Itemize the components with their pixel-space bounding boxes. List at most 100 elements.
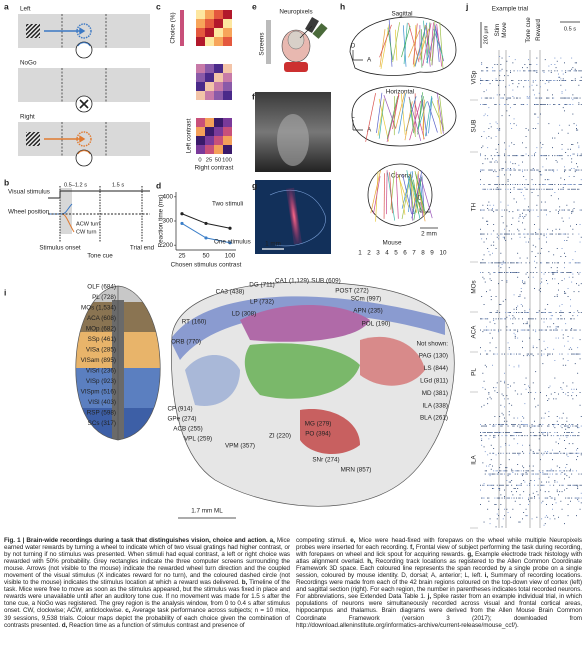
spike: [506, 395, 508, 397]
spike: [537, 404, 539, 406]
spike: [529, 465, 531, 467]
spike: [500, 233, 502, 235]
spike: [538, 438, 540, 440]
spike: [572, 80, 574, 81]
spike: [505, 443, 507, 445]
spike: [532, 89, 534, 91]
label: 0.5–1.2 s: [64, 182, 87, 188]
spike: [512, 318, 514, 320]
spike: [483, 91, 485, 93]
probe-track: [413, 176, 422, 221]
region-label: ZI (220): [269, 433, 291, 440]
spike: [499, 416, 501, 417]
spike: [513, 97, 515, 99]
spike: [580, 169, 582, 171]
mouse-id: 6: [403, 250, 407, 257]
spike: [522, 318, 523, 320]
spike: [537, 425, 539, 427]
spike: [480, 353, 481, 355]
spike: [568, 312, 570, 313]
spike: [558, 452, 559, 454]
spike: [529, 262, 531, 264]
spike: [549, 184, 551, 185]
spike: [567, 456, 569, 457]
spike: [514, 155, 516, 157]
spike: [526, 470, 528, 472]
spike: [494, 432, 496, 433]
spike: [552, 504, 553, 505]
spike: [547, 104, 549, 105]
caption-label: c,: [125, 607, 131, 615]
spike: [570, 347, 571, 349]
spike: [520, 104, 522, 105]
spike: [499, 75, 501, 77]
heatmap-cell: [214, 73, 223, 82]
heatmap-cell: [196, 19, 205, 28]
spike: [538, 449, 540, 451]
spike: [520, 312, 522, 313]
spike: [567, 184, 569, 185]
spike: [496, 392, 498, 393]
spike: [560, 256, 562, 257]
spike: [486, 67, 487, 69]
spike: [540, 424, 541, 425]
spike: [559, 417, 561, 419]
spike: [556, 80, 558, 81]
spike: [535, 80, 537, 81]
spike: [554, 432, 556, 433]
spike: [558, 326, 559, 328]
spike: [487, 188, 489, 190]
spike: [537, 195, 539, 197]
probe-track: [379, 24, 392, 58]
spike: [541, 350, 543, 352]
spike: [543, 104, 545, 105]
spike: [510, 385, 511, 387]
spike: [505, 86, 507, 88]
wheel-arrows: [77, 42, 91, 155]
spike: [529, 86, 531, 88]
spike: [561, 144, 563, 145]
spike: [513, 233, 515, 235]
spike: [498, 435, 499, 437]
spike: [571, 158, 573, 160]
spike: [561, 272, 563, 273]
spike: [544, 451, 546, 453]
probe-track: [390, 170, 395, 210]
spike: [496, 184, 498, 185]
spike: [540, 288, 541, 289]
spike: [564, 262, 565, 264]
spike: [492, 262, 493, 264]
region-label: CA3 (438): [216, 289, 245, 296]
spike: [562, 424, 564, 425]
spike: [544, 523, 546, 525]
spike: [525, 473, 527, 475]
spike: [558, 233, 559, 235]
probe-track: [414, 22, 428, 67]
spike: [520, 424, 522, 425]
spike: [501, 318, 503, 320]
label: L: [411, 209, 415, 216]
spike: [523, 176, 525, 177]
spike: [484, 388, 486, 390]
spike: [517, 464, 519, 465]
spike: [540, 80, 541, 81]
heatmap-cell: [196, 91, 205, 100]
colorbar: [180, 10, 184, 46]
spike: [492, 425, 493, 427]
spike: [574, 435, 576, 437]
spike: [510, 188, 511, 190]
spike: [562, 358, 564, 360]
spike: [502, 184, 504, 185]
spike: [508, 364, 510, 366]
cortex-outline: [75, 285, 161, 441]
spike: [571, 97, 573, 99]
spike: [507, 497, 509, 499]
spike: [480, 179, 481, 181]
spike: [540, 291, 541, 293]
spike: [510, 329, 511, 331]
spike: [542, 433, 544, 435]
spike: [523, 195, 525, 197]
spike: [536, 147, 538, 149]
sagittal-outline: [171, 281, 455, 507]
spike: [488, 497, 490, 499]
